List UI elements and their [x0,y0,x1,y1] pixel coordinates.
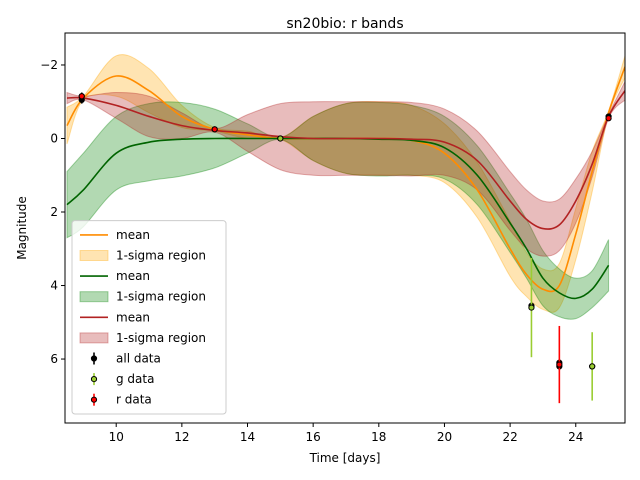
legend-swatch [90,376,98,383]
data-point [528,304,535,311]
y-axis-label: Magnitude [15,196,29,260]
legend-label: mean [116,310,150,324]
x-tick-label: 16 [306,430,321,444]
data-point [78,93,85,100]
data-point [277,135,284,142]
x-tick-label: 10 [109,430,124,444]
y-tick-label: 0 [50,131,58,145]
y-tick-label: 4 [50,279,58,293]
y-tick-label: 6 [50,352,58,366]
plot-area [66,54,625,404]
legend-label: 1-sigma region [116,249,206,263]
legend-label: mean [116,269,150,283]
data-point [589,363,596,370]
axes-frame [64,32,626,424]
x-tick-label: 24 [568,430,583,444]
x-axis-label: Time [days] [309,451,381,465]
legend-label: 1-sigma region [116,290,206,304]
legend-swatch [90,355,98,362]
legend-swatch [79,250,109,261]
legend-label: g data [116,372,154,386]
y-tick-label: 2 [50,205,58,219]
legend-label: all data [116,352,161,366]
x-tick-label: 18 [371,430,386,444]
legend-box [71,220,227,415]
x-tick-label: 14 [240,430,255,444]
legend-swatch [79,291,109,303]
x-tick-label: 22 [502,430,517,444]
data-point [211,126,218,133]
data-point [605,115,612,122]
legend-label: 1-sigma region [116,331,206,345]
legend-swatch [90,396,98,403]
x-tick-label: 20 [437,430,452,444]
legend-label: r data [116,393,152,407]
data-point [556,361,563,368]
legend-label: mean [116,228,150,242]
sigma-band [66,81,625,257]
mean-line [66,90,625,230]
legend-swatch [79,332,109,344]
chart-title: sn20bio: r bands [286,16,403,32]
x-tick-label: 12 [174,430,189,444]
y-tick-label: −2 [40,58,58,72]
